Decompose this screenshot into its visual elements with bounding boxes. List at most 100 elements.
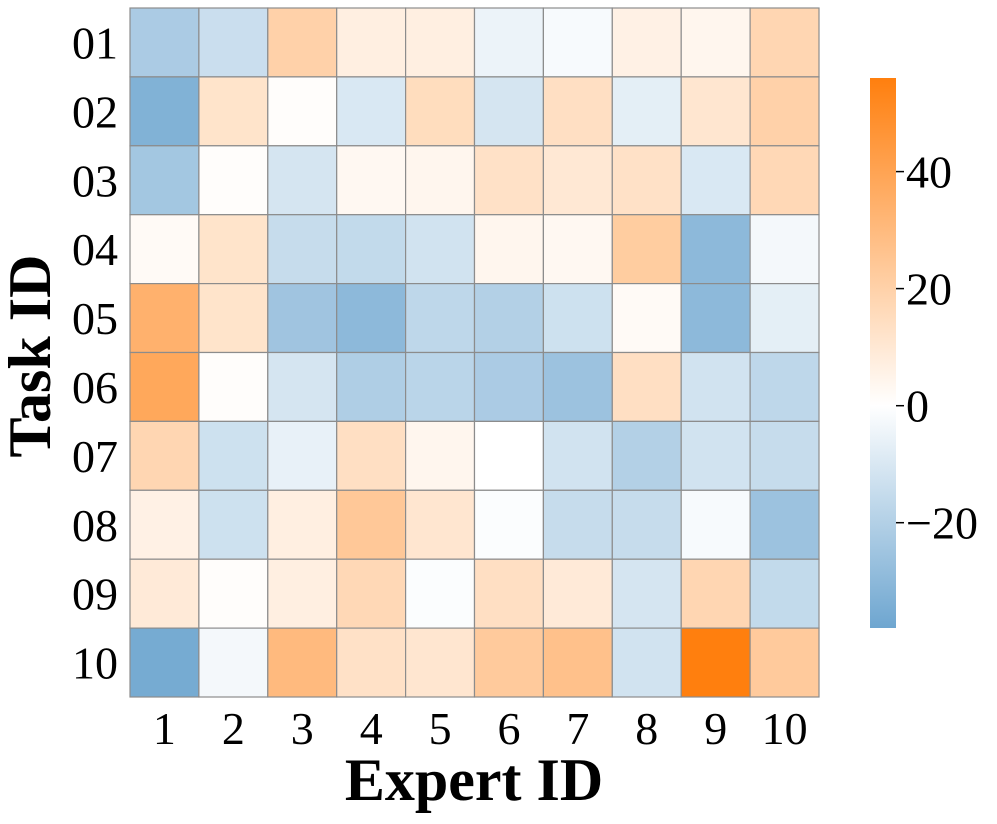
heatmap-cells — [129, 7, 820, 698]
y-tick-label: 02 — [72, 86, 118, 137]
x-tick-label: 4 — [360, 703, 383, 754]
y-tick-label: 09 — [72, 569, 118, 620]
y-tick-label: 10 — [72, 638, 118, 689]
colorbar-tick-label: −20 — [906, 498, 978, 549]
heatmap-cell — [267, 489, 338, 560]
heatmap-cell — [542, 7, 613, 78]
heatmap-cell — [336, 7, 407, 78]
heatmap-cell — [198, 76, 269, 147]
heatmap-cell — [405, 558, 476, 629]
heatmap-cell — [680, 351, 751, 423]
heatmap-cell — [198, 283, 269, 354]
heatmap-cell — [473, 627, 545, 698]
heatmap-cell — [611, 145, 682, 216]
heatmap-cell — [473, 489, 545, 560]
colorbar-tick-label: 40 — [906, 147, 952, 198]
heatmap-cell — [611, 351, 682, 423]
heatmap-cell — [198, 351, 269, 423]
heatmap-cell — [680, 283, 751, 354]
x-tick-label: 8 — [635, 703, 658, 754]
heatmap-cell — [405, 214, 476, 285]
heatmap-cell — [611, 558, 682, 629]
colorbar-tick-label: 20 — [906, 264, 952, 315]
heatmap-cell — [611, 627, 682, 698]
y-axis-ticks: 01 02 03 04 05 06 07 08 09 10 — [72, 18, 118, 689]
x-tick-label: 10 — [762, 703, 808, 754]
heatmap-cell — [473, 214, 545, 285]
heatmap-cell — [129, 558, 200, 629]
heatmap-cell — [405, 489, 476, 560]
heatmap-cell — [405, 283, 476, 354]
y-tick-label: 06 — [72, 362, 118, 413]
heatmap-cell — [611, 283, 682, 354]
heatmap-cell — [336, 351, 407, 423]
heatmap-cell — [129, 283, 200, 354]
heatmap-cell — [267, 214, 338, 285]
heatmap-cell — [336, 214, 407, 285]
heatmap-cell — [680, 489, 751, 560]
heatmap-cell — [129, 489, 200, 560]
heatmap-cell — [129, 76, 200, 147]
y-tick-label: 03 — [72, 155, 118, 206]
heatmap-cell — [129, 627, 200, 698]
y-tick-label: 04 — [72, 224, 118, 275]
heatmap-cell — [336, 558, 407, 629]
heatmap-cell — [267, 7, 338, 78]
heatmap-cell — [473, 145, 545, 216]
x-axis-ticks: 1 2 3 4 5 6 7 8 9 10 — [153, 703, 808, 754]
heatmap-cell — [267, 420, 338, 491]
heatmap-cell — [198, 558, 269, 629]
heatmap-cell — [129, 214, 200, 285]
heatmap-cell — [542, 351, 613, 423]
heatmap-cell — [680, 558, 751, 629]
heatmap-cell — [749, 7, 820, 78]
heatmap-cell — [542, 76, 613, 147]
heatmap-cell — [198, 214, 269, 285]
heatmap-cell — [336, 627, 407, 698]
y-axis-title: Task ID — [0, 255, 63, 458]
heatmap-cell — [473, 76, 545, 147]
heatmap-cell — [198, 489, 269, 560]
heatmap-cell — [473, 7, 545, 78]
heatmap-cell — [611, 76, 682, 147]
heatmap-cell — [129, 420, 200, 491]
heatmap-cell — [542, 627, 613, 698]
heatmap-cell — [749, 351, 820, 423]
heatmap-cell — [267, 145, 338, 216]
colorbar: −20 0 20 40 — [870, 78, 978, 628]
heatmap-cell — [749, 145, 820, 216]
heatmap-cell — [749, 489, 820, 560]
heatmap-cell — [542, 489, 613, 560]
heatmap-cell — [749, 214, 820, 285]
x-tick-label: 2 — [222, 703, 245, 754]
heatmap-cell — [749, 76, 820, 147]
heatmap-cell — [267, 558, 338, 629]
heatmap-cell — [542, 214, 613, 285]
y-tick-label: 07 — [72, 431, 118, 482]
heatmap-cell — [198, 145, 269, 216]
y-tick-label: 05 — [72, 293, 118, 344]
x-tick-label: 9 — [704, 703, 727, 754]
x-tick-label: 7 — [566, 703, 589, 754]
heatmap-cell — [336, 76, 407, 147]
heatmap-cell — [267, 76, 338, 147]
heatmap-cell — [405, 627, 476, 698]
y-tick-label: 01 — [72, 18, 118, 69]
heatmap-cell — [749, 627, 820, 698]
heatmap-cell — [405, 420, 476, 491]
heatmap-cell — [198, 7, 269, 78]
heatmap-cell — [336, 283, 407, 354]
heatmap-cell — [611, 214, 682, 285]
heatmap-cell — [749, 420, 820, 491]
heatmap-cell — [680, 420, 751, 491]
heatmap-cell — [611, 420, 682, 491]
heatmap-cell — [473, 420, 545, 491]
heatmap-cell — [749, 283, 820, 354]
heatmap-cell — [129, 351, 200, 423]
x-tick-label: 1 — [153, 703, 176, 754]
heatmap-cell — [473, 283, 545, 354]
heatmap-cell — [405, 7, 476, 78]
heatmap-cell — [405, 76, 476, 147]
heatmap-cell — [473, 558, 545, 629]
